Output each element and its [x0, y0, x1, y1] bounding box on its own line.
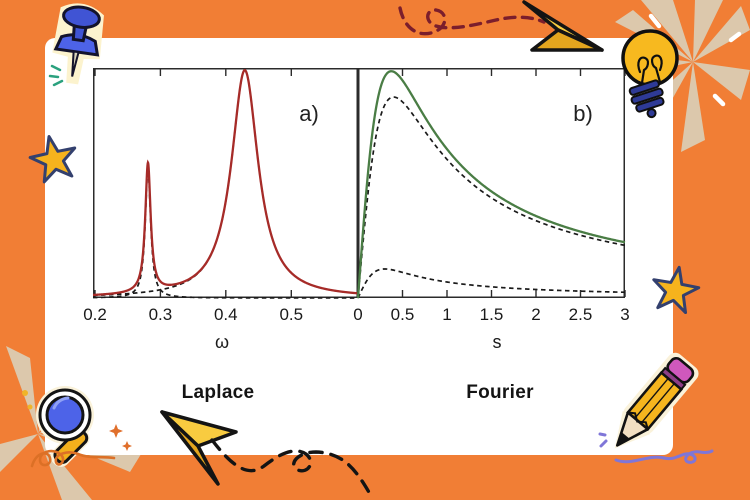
star-right-icon	[652, 265, 701, 315]
x-axis-label-omega: ω	[214, 332, 230, 352]
x-tick-label: 0	[353, 305, 362, 324]
fourier-spectrum-chart: 0 0.5 1 1.5 2 2.5 3	[353, 68, 630, 324]
purple-sparkles-icon	[598, 432, 608, 448]
x-tick-label: 0.4	[214, 305, 238, 324]
x-tick-label: 3	[620, 305, 629, 324]
laplace-spectrum-chart: 0.2 0.3 0.4 0.5	[83, 68, 359, 324]
paper-airplane-bottom-icon	[160, 410, 238, 486]
pencil-icon	[614, 352, 699, 449]
x-tick-label: 0.3	[149, 305, 173, 324]
x-tick-label: 2	[531, 305, 540, 324]
series-total-spectrum	[92, 69, 359, 297]
series-narrow-lorentzian-component	[93, 166, 358, 299]
plot-frame	[358, 68, 625, 298]
purple-squiggle-icon	[614, 449, 714, 464]
x-tick-label: 2.5	[569, 305, 593, 324]
light-bulb-icon	[621, 29, 679, 119]
caption-fourier: Fourier	[466, 382, 534, 403]
x-tick-label: 1	[442, 305, 451, 324]
orange-sparkles-icon	[109, 424, 132, 451]
panel-a-label: a)	[299, 101, 319, 126]
star-left-icon	[28, 135, 77, 184]
caption-laplace: Laplace	[181, 382, 255, 403]
orange-squiggle-icon	[30, 449, 116, 468]
series-total-spectrum	[356, 70, 626, 299]
dashed-trail-bottom-icon	[210, 438, 372, 496]
paper-airplane-top-icon	[522, 0, 604, 52]
dashed-trail-top-icon	[398, 6, 546, 36]
series-large-component	[357, 96, 626, 299]
x-tick-label: 0.2	[83, 305, 107, 324]
x-tick-label: 1.5	[480, 305, 504, 324]
x-axis-label-s: s	[492, 332, 502, 352]
panel-b-label: b)	[573, 101, 593, 126]
x-tick-label: 0.5	[279, 305, 303, 324]
pushpin-icon	[48, 3, 104, 87]
teal-sparkles-icon	[48, 64, 64, 87]
series-small-component	[357, 268, 626, 299]
x-tick-label: 0.5	[391, 305, 415, 324]
